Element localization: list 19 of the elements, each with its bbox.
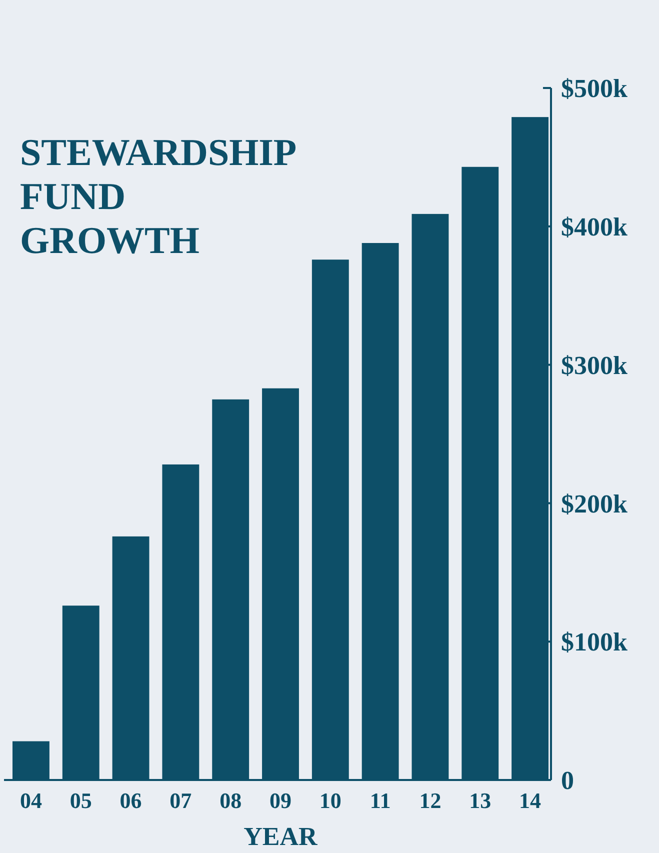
x-tick-label: 14 bbox=[519, 788, 542, 813]
y-tick-label: 0 bbox=[561, 766, 574, 796]
x-tick-label: 09 bbox=[270, 788, 292, 813]
x-tick-label: 11 bbox=[370, 788, 391, 813]
x-tick-label: 12 bbox=[419, 788, 442, 813]
y-tick-label: $500k bbox=[561, 74, 628, 104]
y-tick-label: $400k bbox=[561, 212, 628, 242]
x-tick-label: 13 bbox=[469, 788, 492, 813]
x-tick-label: 06 bbox=[120, 788, 142, 813]
x-tick-label: 04 bbox=[20, 788, 42, 813]
x-tick-label: 07 bbox=[170, 788, 192, 813]
x-tick-label: 05 bbox=[70, 788, 92, 813]
x-axis-title: YEAR bbox=[244, 822, 318, 851]
y-tick-label: $200k bbox=[561, 489, 628, 518]
x-tick-label: 08 bbox=[220, 788, 242, 813]
y-tick-label: $300k bbox=[561, 350, 628, 380]
text: STEWARDSHIP FUND GROWTH bbox=[20, 132, 297, 262]
y-tick-label: $100k bbox=[561, 628, 628, 657]
x-tick-label: 10 bbox=[319, 788, 342, 813]
